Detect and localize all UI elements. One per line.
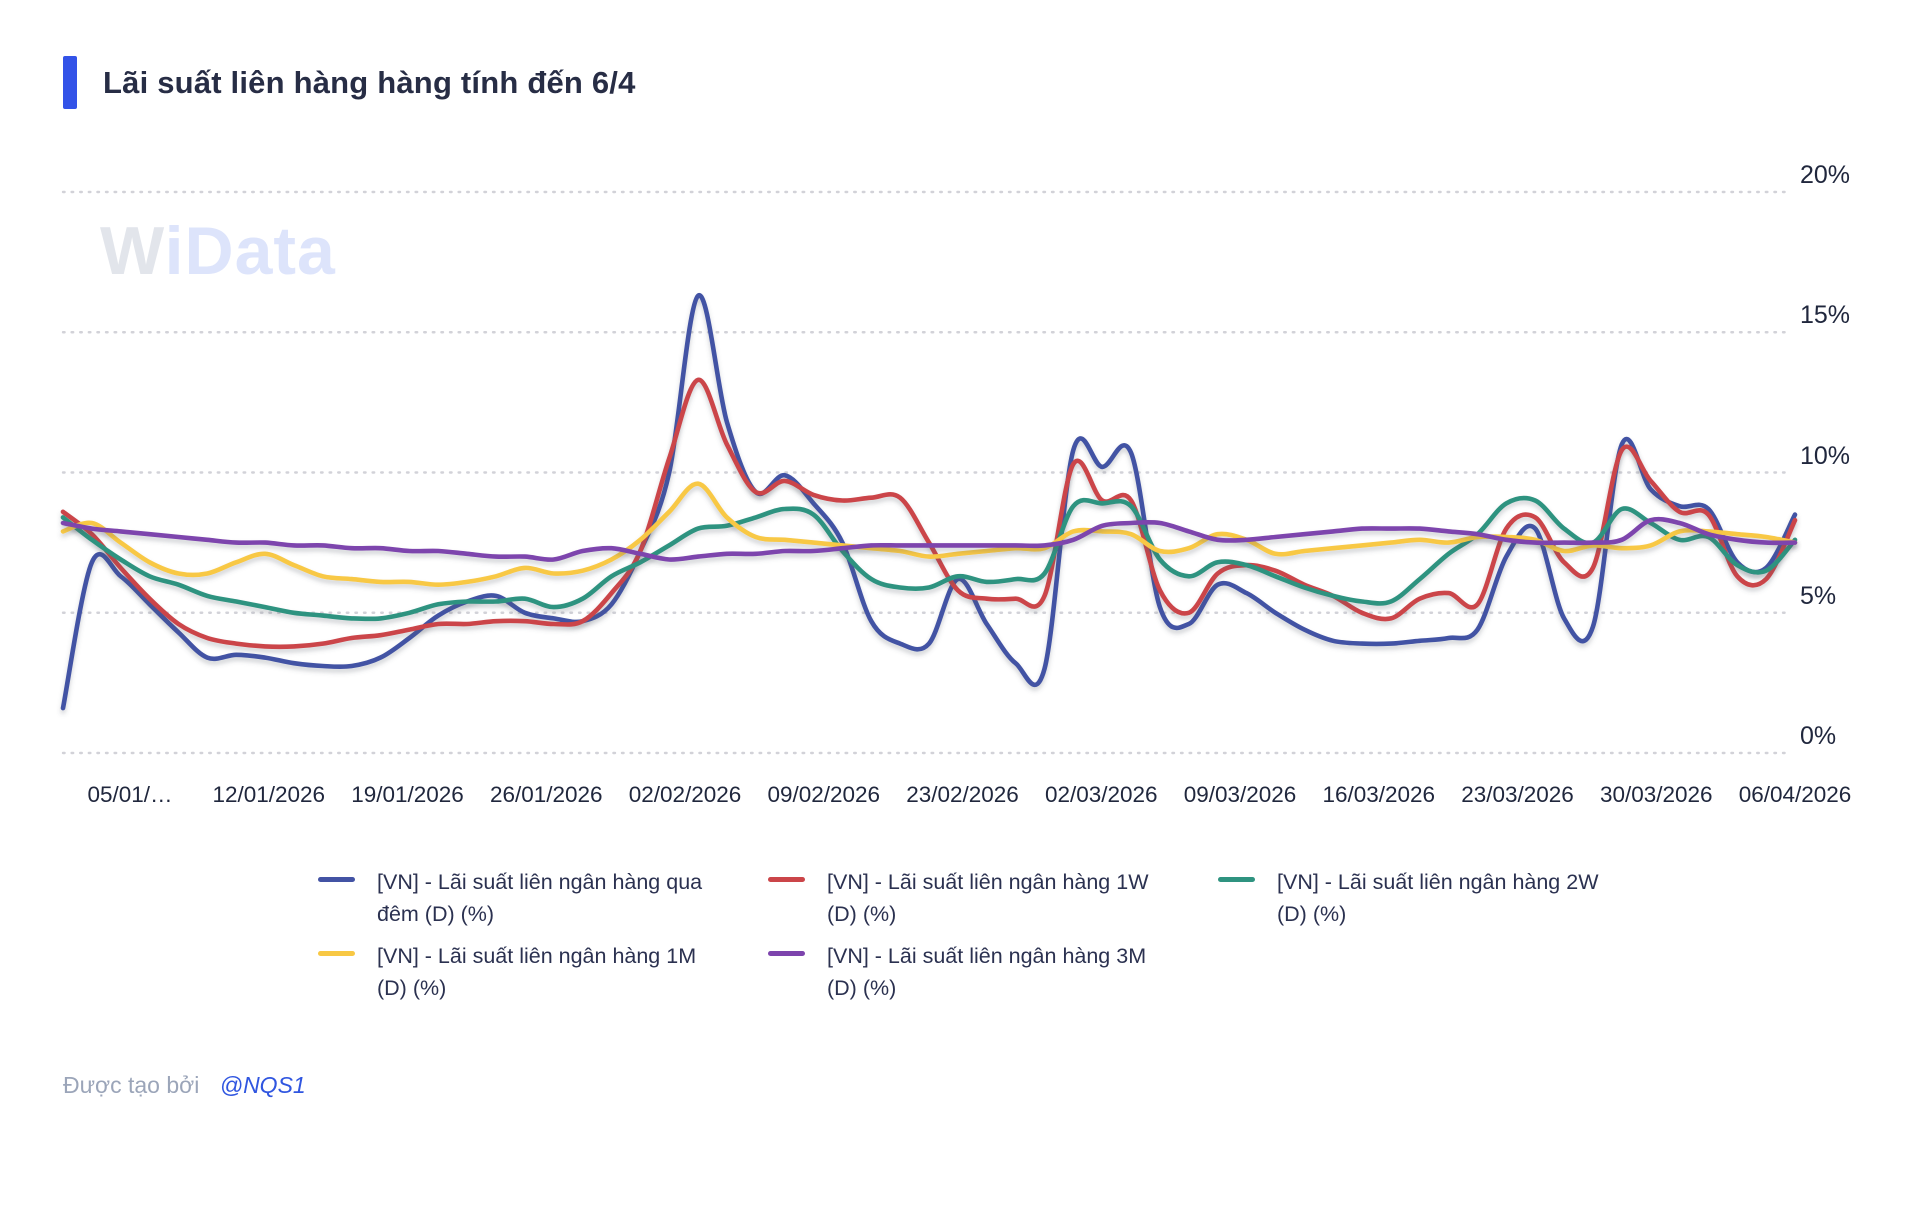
- watermark-idata: iData: [164, 213, 336, 289]
- x-tick-label-2: 19/01/2026: [351, 782, 464, 807]
- x-tick-label-5: 09/02/2026: [767, 782, 881, 807]
- y-tick-label-15%: 15%: [1800, 301, 1851, 330]
- series-line-overnight: [60, 293, 1798, 711]
- legend-swatch-2w: [1218, 877, 1255, 882]
- footer: Được tạo bởi @NQS1: [63, 1072, 306, 1099]
- x-tick-label-7: 02/03/2026: [1044, 782, 1158, 807]
- legend-swatch-1w: [768, 877, 805, 882]
- series-line-3m: [60, 516, 1798, 562]
- series-line-2w: [60, 495, 1798, 622]
- widata-watermark: WiData: [100, 212, 336, 290]
- legend-item-1m[interactable]: [VN] - Lãi suất liên ngân hàng 1M (D) (%…: [318, 940, 748, 1005]
- legend-item-overnight[interactable]: [VN] - Lãi suất liên ngân hàng qua đêm (…: [318, 866, 748, 931]
- x-tick-label-8: 09/03/2026: [1183, 782, 1297, 807]
- legend-label-2w: [VN] - Lãi suất liên ngân hàng 2W (D) (%…: [1277, 870, 1599, 927]
- legend-label-1w: [VN] - Lãi suất liên ngân hàng 1W (D) (%…: [827, 870, 1149, 927]
- title-accent-bar: [63, 56, 77, 109]
- legend-label-overnight: [VN] - Lãi suất liên ngân hàng qua đêm (…: [377, 870, 703, 927]
- author-link[interactable]: @NQS1: [219, 1072, 306, 1098]
- x-tick-label-10: 23/03/2026: [1461, 782, 1574, 807]
- y-tick-label-5%: 5%: [1800, 581, 1837, 610]
- x-tick-label-3: 26/01/2026: [489, 782, 603, 807]
- watermark-w: W: [100, 213, 165, 289]
- y-tick-label-20%: 20%: [1800, 161, 1851, 189]
- x-tick-label-1: 12/01/2026: [212, 782, 326, 807]
- legend-item-1w[interactable]: [VN] - Lãi suất liên ngân hàng 1W (D) (%…: [768, 866, 1198, 931]
- x-tick-label-6: 23/02/2026: [906, 782, 1019, 807]
- x-tick-label-11: 30/03/2026: [1599, 782, 1713, 807]
- legend-item-3m[interactable]: [VN] - Lãi suất liên ngân hàng 3M (D) (%…: [768, 940, 1198, 1005]
- series-line-1w: [60, 377, 1798, 650]
- legend-swatch-3m: [768, 951, 805, 956]
- page-title: Lãi suất liên hàng hàng tính đến 6/4: [103, 64, 636, 100]
- x-tick-label-0: 05/01/…: [87, 782, 173, 807]
- x-tick-label-9: 16/03/2026: [1322, 782, 1436, 807]
- y-tick-label-0%: 0%: [1800, 722, 1837, 750]
- y-tick-label-10%: 10%: [1800, 441, 1851, 470]
- legend-label-1m: [VN] - Lãi suất liên ngân hàng 1M (D) (%…: [377, 944, 697, 1001]
- legend-swatch-overnight: [318, 877, 355, 882]
- footer-credit-text: Được tạo bởi: [63, 1072, 200, 1098]
- legend-swatch-1m: [318, 951, 355, 956]
- legend-item-2w[interactable]: [VN] - Lãi suất liên ngân hàng 2W (D) (%…: [1218, 866, 1648, 931]
- series-line-1m: [60, 481, 1798, 587]
- x-tick-label-12: 06/04/2026: [1738, 782, 1852, 807]
- x-tick-label-4: 02/02/2026: [628, 782, 742, 807]
- title-block: Lãi suất liên hàng hàng tính đến 6/4: [63, 56, 636, 109]
- legend-label-3m: [VN] - Lãi suất liên ngân hàng 3M (D) (%…: [827, 944, 1147, 1001]
